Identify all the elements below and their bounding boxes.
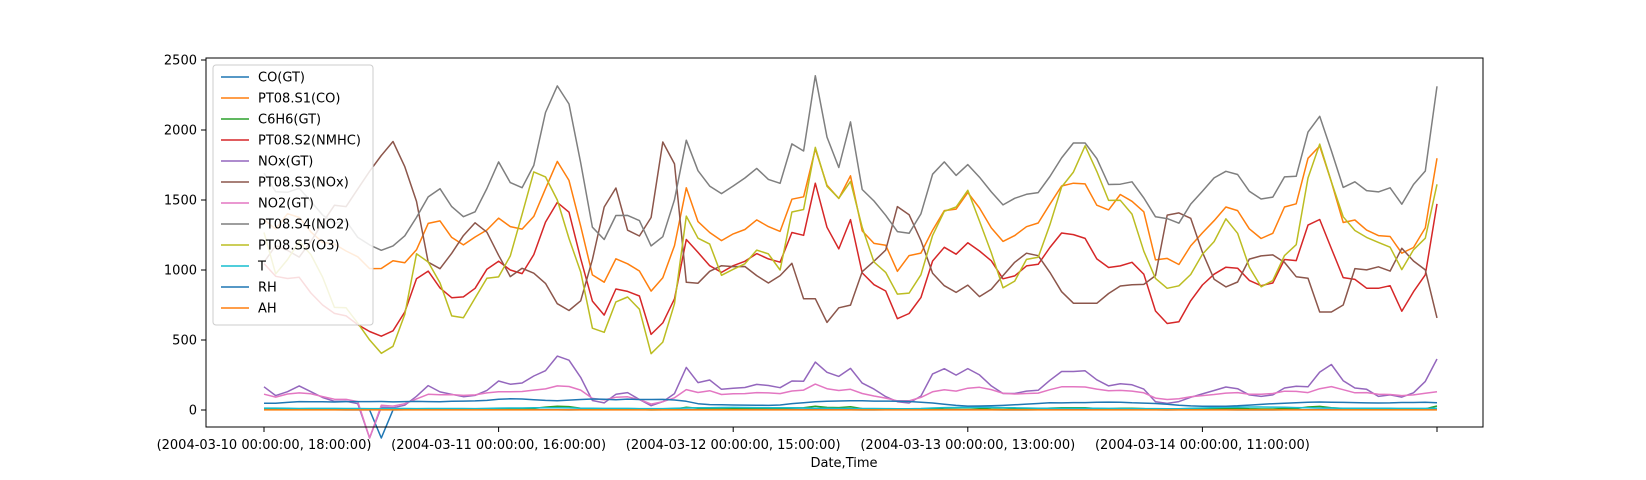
legend-label: C6H6(GT) — [258, 113, 321, 128]
series-lines — [263, 74, 1438, 439]
legend-label: CO(GT) — [258, 71, 305, 86]
x-tick-label: (2004-03-12 00:00:00, 15:00:00) — [626, 438, 841, 453]
x-tick-label: (2004-03-11 00:00:00, 16:00:00) — [391, 438, 606, 453]
plot-area-frame — [205, 57, 1484, 428]
legend-box — [212, 64, 374, 326]
series-line-rh — [263, 398, 1438, 407]
legend-label: T — [257, 260, 266, 275]
series-line-nox-gt — [263, 355, 1438, 439]
x-tick-label: (2004-03-14 00:00:00, 11:00:00) — [1095, 438, 1310, 453]
y-tick-label: 1000 — [164, 264, 197, 279]
x-axis-label: Date,Time — [810, 456, 877, 471]
y-axis: 0 500 1000 1500 2000 2500 — [164, 54, 206, 419]
legend: CO(GT) PT08.S1(CO) C6H6(GT) PT08.S2(NMHC) NO… — [212, 64, 374, 326]
legend-label: PT08.S4(NO2) — [258, 218, 349, 233]
legend-label: AH — [258, 302, 277, 317]
legend-label: PT08.S3(NOx) — [258, 176, 349, 191]
x-axis: (2004-03-10 00:00:00, 18:00:00) (2004-03-… — [157, 427, 1438, 453]
y-tick-label: 500 — [172, 334, 197, 349]
series-line-pt08-s4-no2 — [263, 74, 1438, 252]
y-tick-label: 1500 — [164, 194, 197, 209]
legend-label: RH — [258, 281, 277, 296]
x-tick-label: (2004-03-10 00:00:00, 18:00:00) — [157, 438, 372, 453]
legend-label: PT08.S5(O3) — [258, 239, 340, 254]
series-line-pt08-s5-o3 — [263, 143, 1438, 355]
series-line-t — [264, 406, 1438, 410]
y-tick-label: 0 — [189, 404, 197, 419]
series-line-co-gt — [263, 408, 1438, 439]
series-line-pt08-s3-nox — [263, 140, 1438, 324]
legend-label: PT08.S2(NMHC) — [258, 134, 361, 149]
series-line-pt08-s2-nmhc — [263, 182, 1438, 337]
legend-label: NO2(GT) — [258, 197, 314, 212]
legend-label: NOx(GT) — [258, 155, 313, 170]
series-line-no2-gt — [263, 383, 1438, 439]
x-tick-label: (2004-03-13 00:00:00, 13:00:00) — [860, 438, 1075, 453]
legend-label: PT08.S1(CO) — [258, 92, 340, 107]
y-tick-label: 2000 — [164, 124, 197, 139]
y-tick-label: 2500 — [164, 54, 197, 69]
